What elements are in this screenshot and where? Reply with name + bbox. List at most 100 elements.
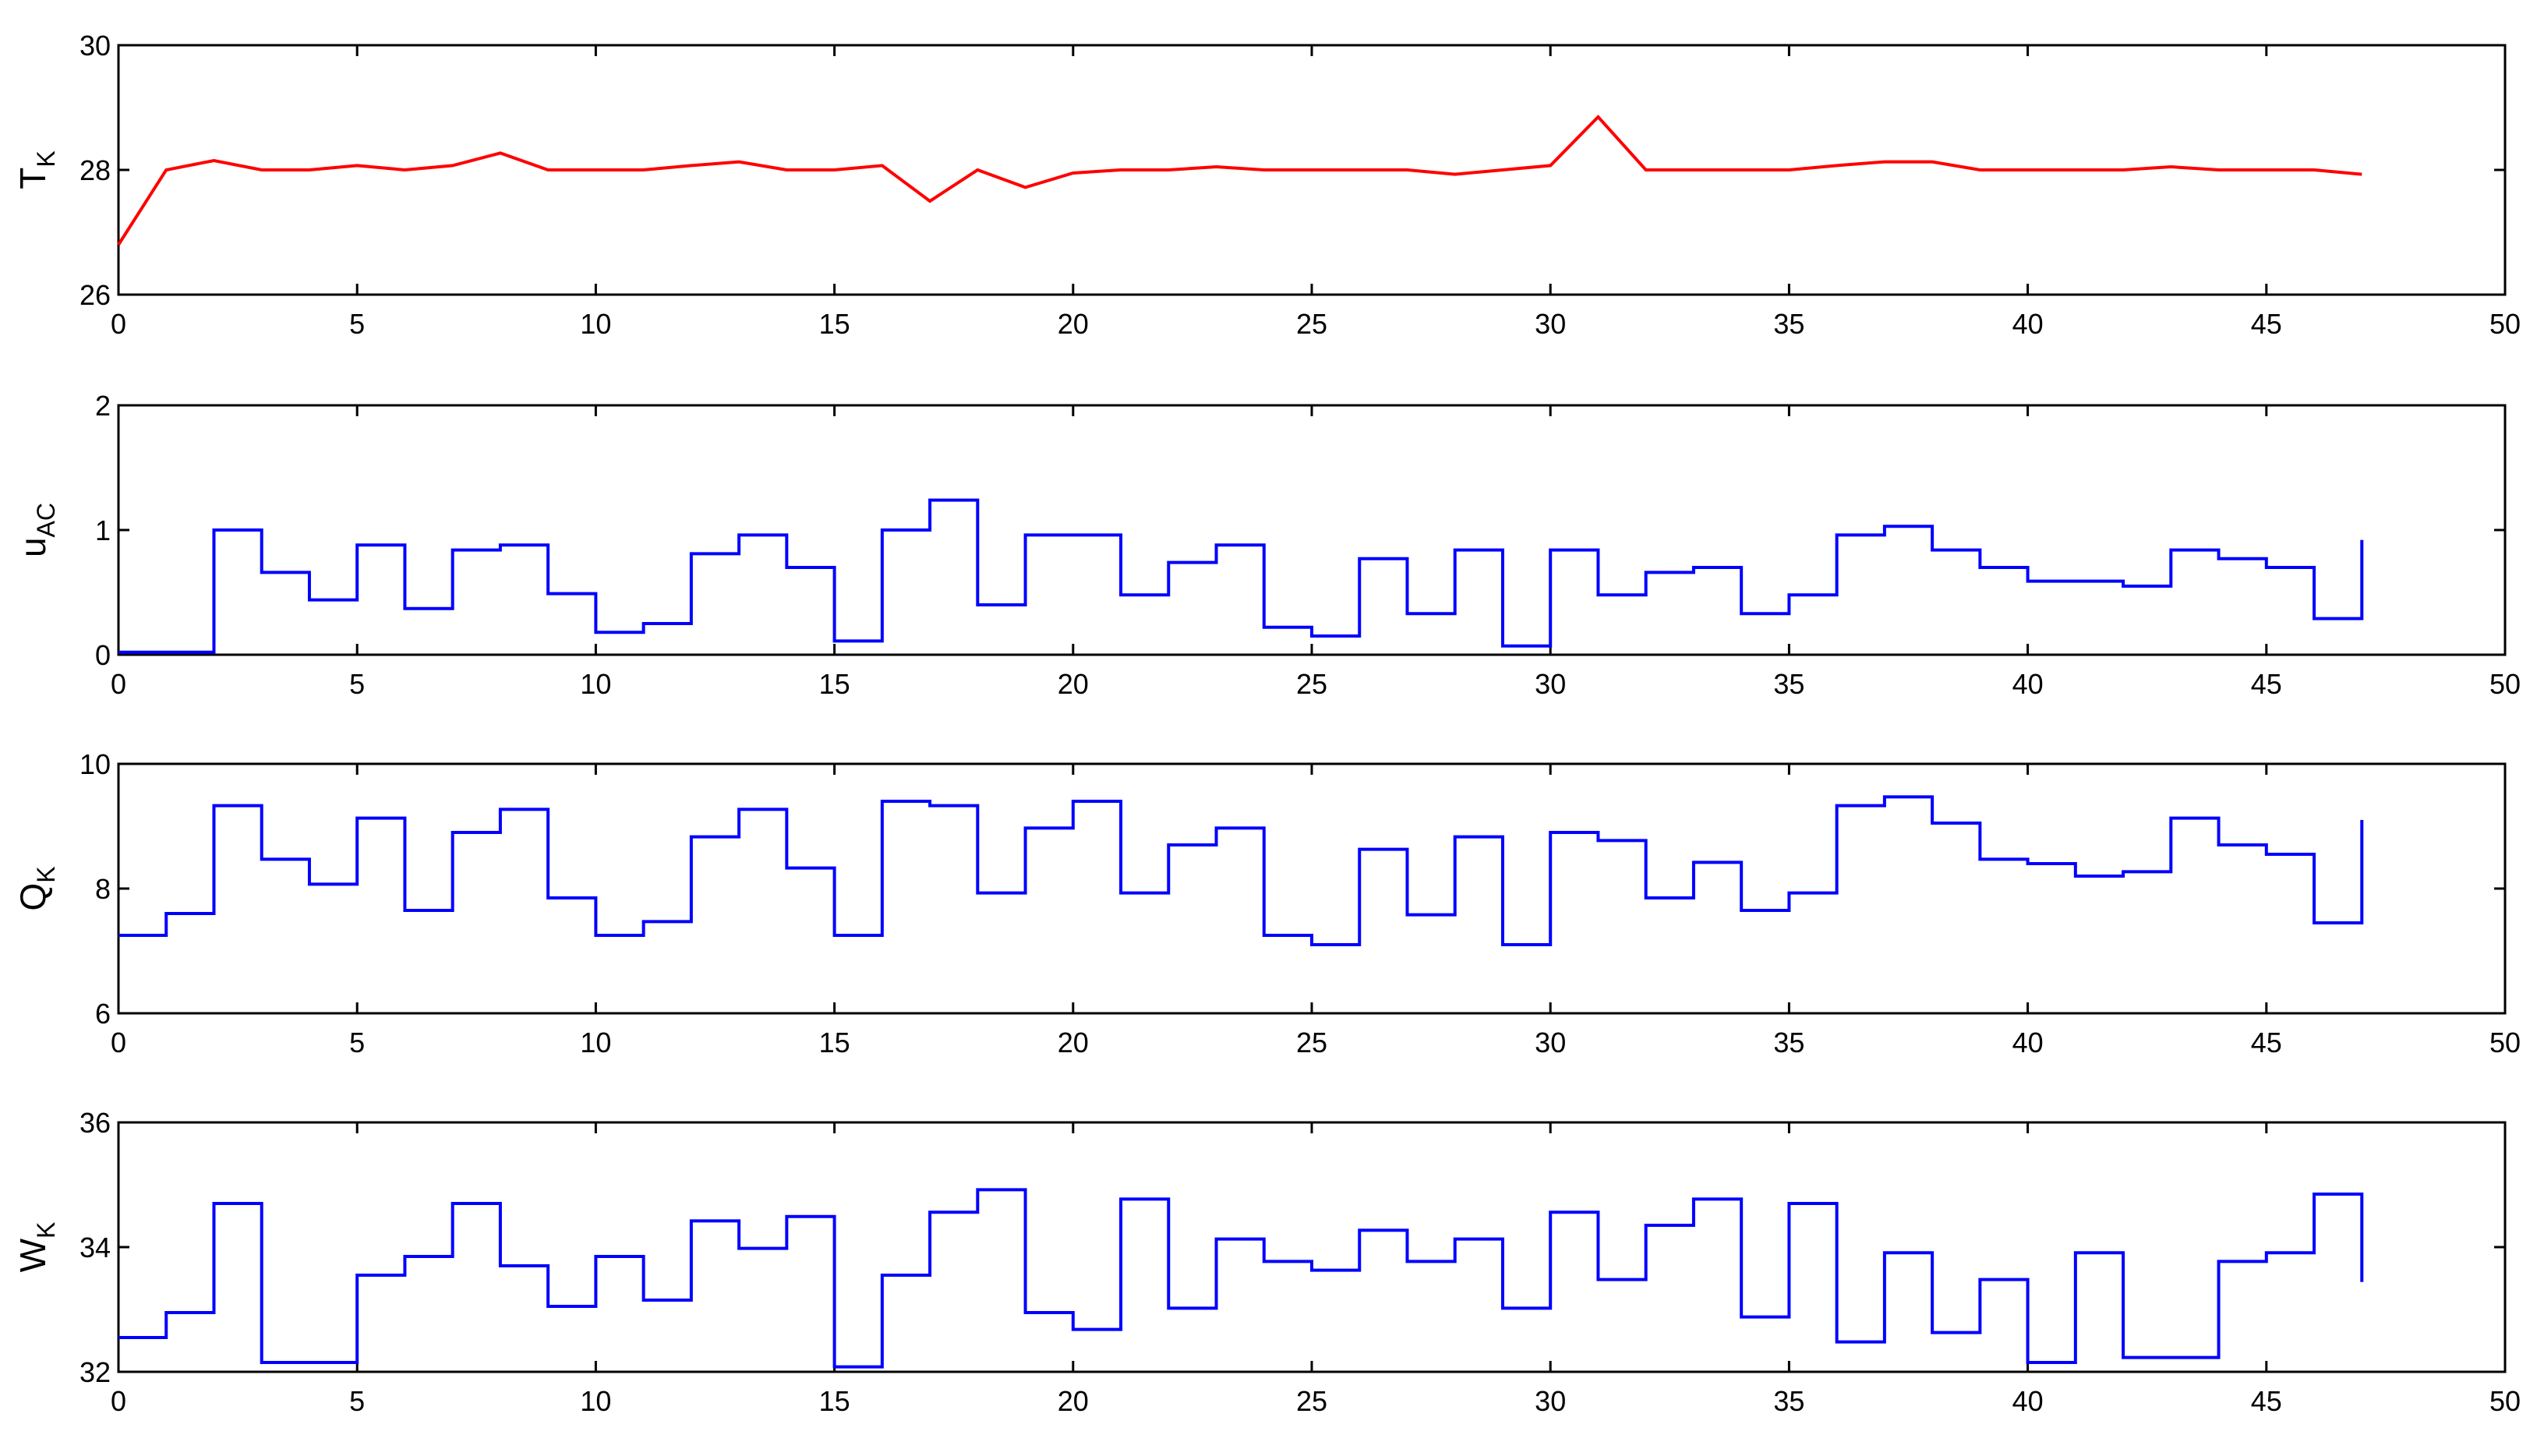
data-point — [881, 800, 884, 803]
data-point — [881, 1274, 884, 1277]
x-tick-label: 40 — [2012, 1027, 2044, 1058]
data-point — [1549, 549, 1552, 552]
data-point — [1072, 800, 1075, 803]
x-tick-label: 45 — [2251, 668, 2282, 700]
x-tick-label: 20 — [1058, 308, 1089, 340]
data-point — [117, 651, 120, 654]
data-point — [546, 592, 549, 595]
x-tick-label: 10 — [580, 1027, 611, 1058]
x-tick-label: 35 — [1773, 308, 1804, 340]
data-point — [2217, 843, 2221, 846]
x-tick-label: 10 — [580, 668, 611, 700]
plot-frame — [117, 1121, 2507, 1373]
data-point — [1358, 168, 1361, 171]
data-point — [117, 934, 120, 937]
data-point — [2313, 921, 2316, 924]
data-point — [499, 543, 502, 546]
x-tick-label: 10 — [580, 308, 611, 340]
x-tick-label: 50 — [2489, 308, 2521, 340]
data-point — [1358, 557, 1361, 560]
data-point — [1405, 168, 1408, 171]
data-point — [785, 867, 788, 870]
x-tick-label: 0 — [111, 1027, 126, 1058]
data-point — [2026, 168, 2030, 171]
data-point — [594, 934, 597, 937]
data-point — [1692, 168, 1695, 171]
data-point — [1978, 857, 1981, 861]
x-tick-label: 30 — [1535, 668, 1566, 700]
y-tick-label: 10 — [80, 748, 111, 780]
data-point — [1310, 1269, 1313, 1272]
x-tick-label: 45 — [2251, 308, 2282, 340]
data-point — [1167, 561, 1170, 564]
data-point — [1501, 943, 1504, 946]
data-point — [785, 168, 788, 171]
data-point — [1692, 861, 1695, 864]
data-point — [928, 804, 931, 808]
data-point — [499, 151, 502, 154]
series-line — [117, 115, 2362, 246]
data-point — [117, 1336, 120, 1339]
data-point — [1787, 168, 1790, 171]
data-point — [1645, 1224, 1648, 1227]
data-point — [1787, 593, 1790, 596]
data-point — [2074, 168, 2077, 171]
data-point — [451, 831, 454, 834]
data-point — [976, 1188, 979, 1191]
x-tick-label: 40 — [2012, 1385, 2044, 1417]
data-point — [1692, 566, 1695, 569]
data-point — [1024, 533, 1027, 536]
data-point — [1167, 843, 1170, 846]
data-point — [546, 1305, 549, 1308]
data-point — [403, 1255, 406, 1258]
data-point — [1931, 161, 1934, 164]
series-line — [118, 795, 2364, 946]
data-point — [1405, 612, 1408, 615]
data-point — [451, 164, 454, 167]
data-point — [403, 607, 406, 610]
data-point — [2074, 580, 2077, 583]
series-line — [118, 498, 2364, 654]
data-point — [1119, 892, 1122, 895]
data-point — [2026, 580, 2030, 583]
x-tick-label: 50 — [2489, 668, 2521, 700]
y-tick-label: 26 — [80, 279, 111, 311]
data-point — [1596, 115, 1599, 118]
data-point — [2360, 173, 2363, 176]
data-point — [1263, 626, 1266, 629]
data-point — [2313, 1193, 2316, 1196]
data-point — [642, 920, 645, 923]
data-point — [2313, 617, 2316, 620]
data-point — [690, 164, 693, 167]
x-tick-label: 0 — [111, 668, 126, 700]
data-point — [1454, 1238, 1457, 1241]
data-point — [1119, 168, 1122, 171]
x-tick-label: 15 — [819, 668, 850, 700]
data-point — [2360, 1281, 2363, 1284]
data-point — [690, 552, 693, 555]
x-tick-label: 20 — [1058, 668, 1089, 700]
x-tick-label: 20 — [1058, 1385, 1089, 1417]
data-point — [2122, 870, 2125, 873]
data-point — [1024, 186, 1027, 189]
data-point — [355, 543, 359, 546]
data-point — [2265, 566, 2268, 569]
x-tick-label: 5 — [349, 1027, 365, 1058]
data-point — [2217, 168, 2221, 171]
series-line — [118, 1188, 2364, 1369]
data-point — [2122, 585, 2125, 588]
data-point — [1024, 826, 1027, 829]
data-point — [1740, 612, 1743, 615]
x-tick-label: 15 — [819, 1027, 850, 1058]
y-axis-label: QK — [12, 866, 60, 910]
data-point — [1836, 533, 1839, 536]
data-point — [1263, 168, 1266, 171]
data-point — [2169, 1356, 2172, 1359]
data-point — [2217, 1260, 2221, 1263]
data-point — [164, 651, 168, 654]
data-point — [881, 528, 884, 532]
data-point — [642, 622, 645, 625]
data-point — [2169, 549, 2172, 552]
data-point — [2217, 557, 2221, 560]
data-point — [690, 836, 693, 839]
